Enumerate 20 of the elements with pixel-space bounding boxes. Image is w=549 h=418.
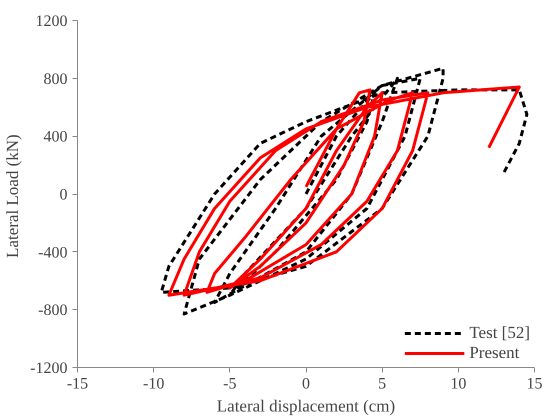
y-tick-label: -1200 — [30, 360, 68, 377]
y-tick-label: -800 — [38, 302, 68, 320]
x-tick-label: -5 — [223, 376, 236, 392]
x-tick-label: -10 — [143, 376, 164, 392]
y-tick-label: 0 — [60, 186, 68, 204]
x-tick-label: 5 — [378, 376, 386, 392]
y-tick-label: 400 — [44, 128, 68, 146]
y-tick-label: 800 — [44, 70, 68, 88]
legend-label: Present — [469, 343, 520, 363]
line-series — [160, 66, 528, 316]
legend-label: Test [52] — [469, 323, 530, 343]
x-tick-label: 15 — [526, 376, 542, 392]
x-axis-title: Lateral displacement (cm) — [216, 396, 396, 416]
x-tick-label: 0 — [302, 376, 310, 392]
y-tick-label: 1200 — [36, 13, 68, 30]
y-axis-title: Lateral Load (kN) — [3, 134, 22, 258]
x-tick-label: 10 — [450, 376, 466, 392]
line-series — [167, 86, 521, 297]
y-tick-label: -400 — [38, 244, 68, 262]
x-tick-label: -15 — [66, 376, 88, 392]
